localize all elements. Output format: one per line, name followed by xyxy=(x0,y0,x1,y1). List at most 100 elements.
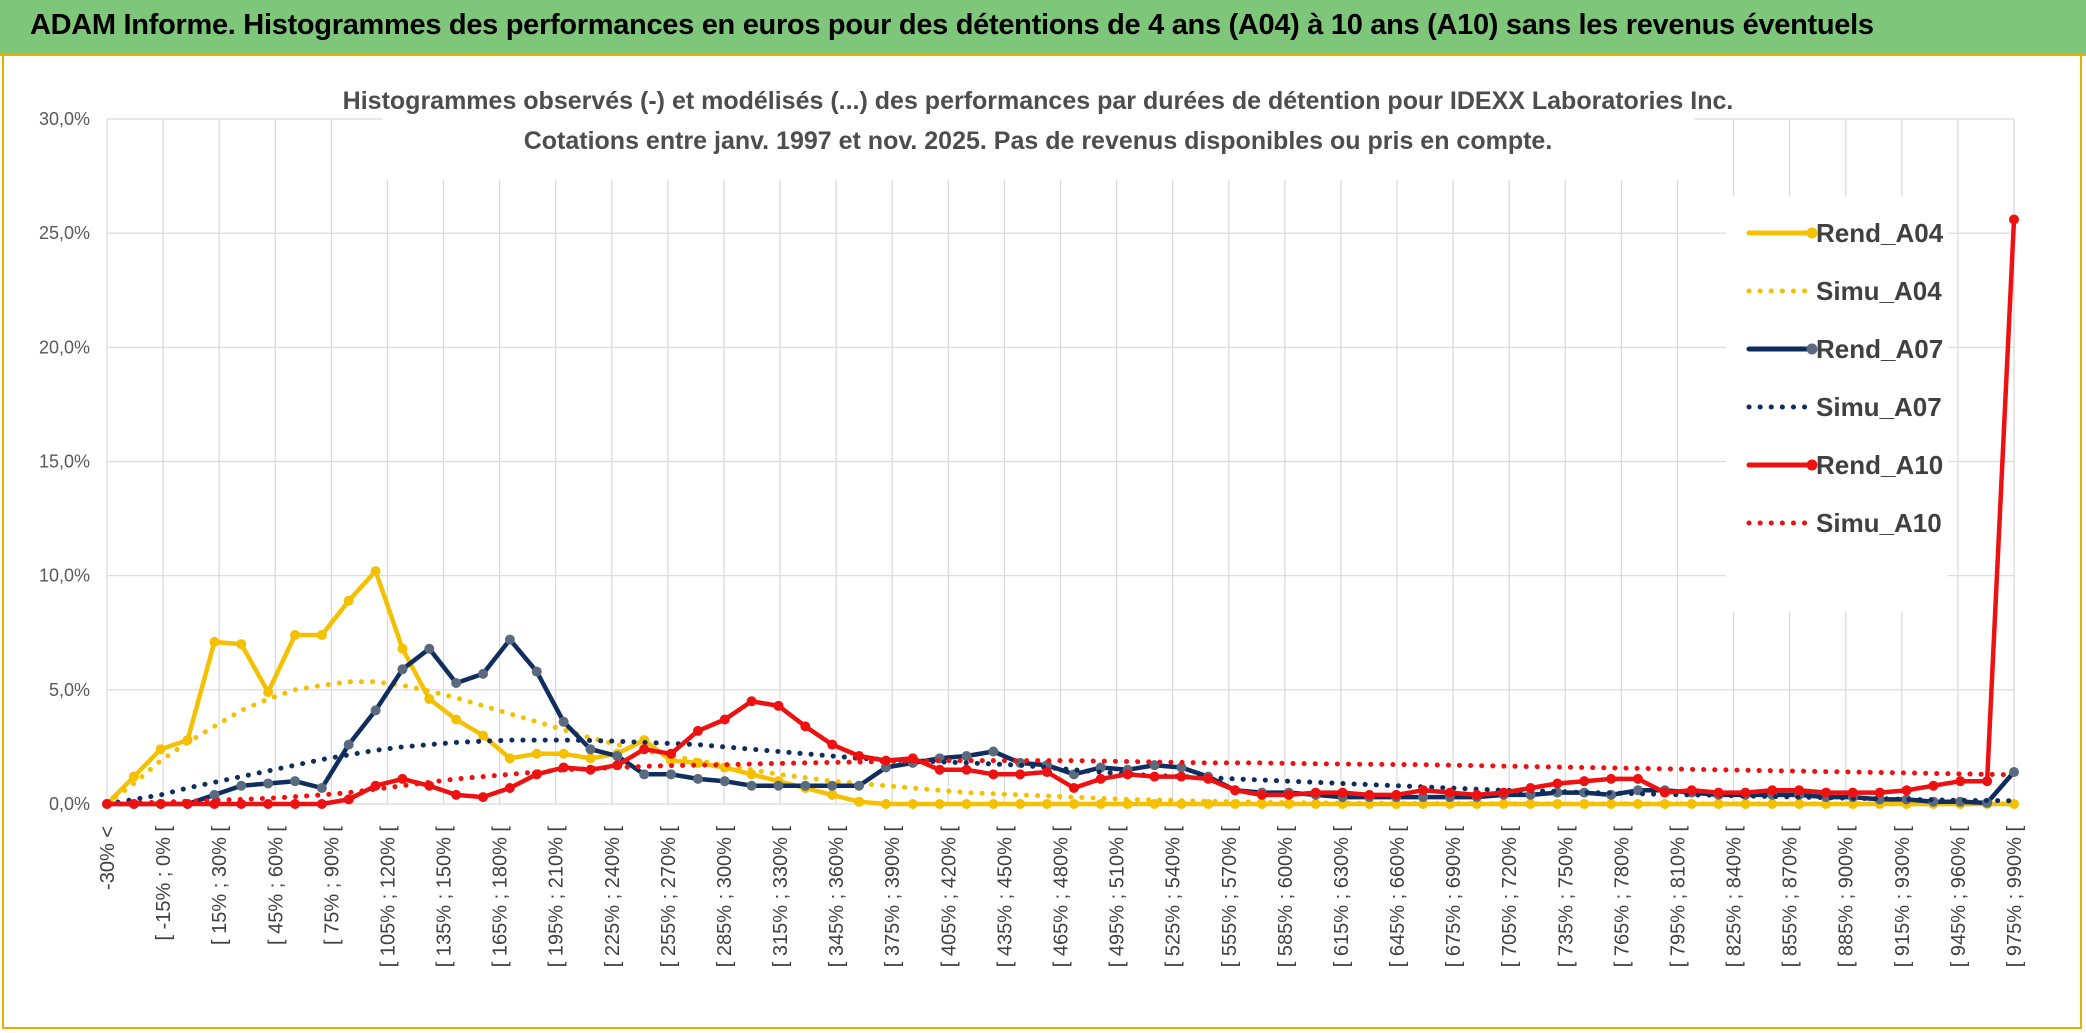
x-tick-label: [ 705% ; 720% [ xyxy=(1499,826,1521,968)
data-point-rend-a04 xyxy=(934,799,945,809)
data-point-rend-a04 xyxy=(907,799,918,809)
data-point-rend-a07 xyxy=(961,751,972,762)
data-point-rend-a10 xyxy=(854,751,865,762)
x-tick-label: [ 435% ; 450% [ xyxy=(994,826,1016,968)
data-point-rend-a10 xyxy=(1579,776,1590,787)
data-point-rend-a04 xyxy=(343,595,354,606)
data-point-rend-a04 xyxy=(1713,799,1724,809)
x-tick-label: [ 495% ; 510% [ xyxy=(1107,826,1129,968)
data-point-rend-a10 xyxy=(1982,776,1993,787)
data-point-rend-a04 xyxy=(854,796,865,807)
data-point-rend-a10 xyxy=(692,725,703,736)
data-point-rend-a10 xyxy=(1740,787,1751,798)
data-point-rend-a04 xyxy=(746,769,757,780)
data-point-rend-a10 xyxy=(1632,773,1643,784)
x-tick-label: [ 315% ; 330% [ xyxy=(770,826,792,968)
data-point-rend-a10 xyxy=(1256,789,1267,800)
x-tick-label: [ 645% ; 660% [ xyxy=(1387,826,1409,968)
data-point-rend-a07 xyxy=(773,780,784,791)
data-point-rend-a10 xyxy=(1498,787,1509,798)
data-point-rend-a10 xyxy=(1444,787,1455,798)
x-tick-label: [ 165% ; 180% [ xyxy=(490,826,512,968)
data-point-rend-a10 xyxy=(1149,771,1160,782)
legend-background xyxy=(1726,196,1948,612)
data-point-rend-a10 xyxy=(1068,783,1079,794)
data-point-rend-a07 xyxy=(746,780,757,791)
x-tick-label: -30% < xyxy=(97,826,119,890)
x-axis-ticks: -30% < [ -15% ; 0% [[ 15% ; 30% [[ 45% ; … xyxy=(97,826,2026,968)
data-point-rend-a07 xyxy=(585,744,596,755)
x-tick-label: [ 105% ; 120% [ xyxy=(377,826,399,968)
data-point-rend-a10 xyxy=(343,794,354,805)
legend-label-rend-a10: Rend_A10 xyxy=(1816,450,1943,480)
report-title: ADAM Informe. Histogrammes des performan… xyxy=(30,9,1874,41)
data-point-rend-a04 xyxy=(1525,799,1536,809)
data-point-rend-a04 xyxy=(988,799,999,809)
title-background xyxy=(382,76,1694,180)
data-point-rend-a10 xyxy=(1901,785,1912,796)
data-point-rend-a04 xyxy=(128,771,139,782)
x-tick-label: [ -15% ; 0% [ xyxy=(153,826,175,941)
data-point-rend-a10 xyxy=(1042,767,1053,778)
data-point-rend-a10 xyxy=(1713,787,1724,798)
data-point-rend-a10 xyxy=(451,789,462,800)
performance-histogram-chart: 0,0% 5,0% 10,0% 15,0% 20,0% 25,0% 30,0% -30% <… xyxy=(39,76,2026,968)
x-tick-label: [ 15% ; 30% [ xyxy=(209,826,231,945)
x-tick-label: [ 765% ; 780% [ xyxy=(1611,826,1633,968)
data-point-rend-a10 xyxy=(1122,769,1133,780)
data-point-rend-a10 xyxy=(128,799,139,809)
data-point-rend-a04 xyxy=(370,566,381,577)
data-point-rend-a10 xyxy=(1659,787,1670,798)
data-point-rend-a07 xyxy=(1149,760,1160,771)
legend-label-simu-a07: Simu_A07 xyxy=(1816,392,1942,422)
data-point-rend-a10 xyxy=(800,721,811,732)
data-point-rend-a07 xyxy=(827,780,838,791)
data-point-rend-a07 xyxy=(316,783,327,794)
data-point-rend-a07 xyxy=(719,776,730,787)
data-point-rend-a10 xyxy=(1418,785,1429,796)
series-layer xyxy=(102,214,2019,809)
x-tick-label: [ 855% ; 870% [ xyxy=(1780,826,1802,968)
x-tick-label: [ 975% ; 990% [ xyxy=(2004,826,2026,968)
data-point-rend-a04 xyxy=(290,630,301,641)
x-tick-label: [ 285% ; 300% [ xyxy=(714,826,736,968)
data-point-rend-a10 xyxy=(263,799,274,809)
series-line-simu-a10 xyxy=(104,758,2017,807)
legend-label-rend-a07: Rend_A07 xyxy=(1816,334,1943,364)
y-tick-label: 10,0% xyxy=(39,566,90,586)
data-point-rend-a10 xyxy=(1310,787,1321,798)
data-point-rend-a07 xyxy=(397,664,408,675)
x-tick-label: [ 405% ; 420% [ xyxy=(938,826,960,968)
y-tick-label: 30,0% xyxy=(39,109,90,129)
data-point-rend-a10 xyxy=(827,739,838,750)
data-point-rend-a10 xyxy=(666,748,677,759)
data-point-rend-a04 xyxy=(1015,799,1026,809)
data-point-rend-a07 xyxy=(209,789,220,800)
x-tick-label: [ 675% ; 690% [ xyxy=(1443,826,1465,968)
data-point-rend-a07 xyxy=(1418,792,1429,803)
data-point-rend-a04 xyxy=(451,714,462,725)
data-point-rend-a04 xyxy=(585,753,596,764)
data-point-rend-a07 xyxy=(692,773,703,784)
data-point-rend-a10 xyxy=(478,792,489,803)
y-axis-ticks: 0,0% 5,0% 10,0% 15,0% 20,0% 25,0% 30,0% xyxy=(39,109,90,814)
data-point-rend-a10 xyxy=(1230,785,1241,796)
x-tick-label: [ 735% ; 750% [ xyxy=(1555,826,1577,968)
series-line-simu-a04 xyxy=(104,679,2017,807)
data-point-rend-a04 xyxy=(236,639,247,650)
data-point-rend-a10 xyxy=(1471,789,1482,800)
x-tick-label: [ 945% ; 960% [ xyxy=(1948,826,1970,968)
data-point-rend-a04 xyxy=(1042,799,1053,809)
data-point-rend-a10 xyxy=(1955,776,1966,787)
y-tick-label: 5,0% xyxy=(49,680,90,700)
data-point-rend-a07 xyxy=(290,776,301,787)
data-point-rend-a04 xyxy=(1337,799,1348,809)
data-point-rend-a07 xyxy=(424,643,435,654)
chart-title: Histogrammes observés (-) et modélisés (… xyxy=(343,87,1734,115)
data-point-rend-a07 xyxy=(612,751,623,762)
data-point-rend-a04 xyxy=(478,730,489,741)
data-point-rend-a04 xyxy=(504,753,515,764)
data-point-rend-a07 xyxy=(558,716,569,727)
data-point-rend-a10 xyxy=(1391,789,1402,800)
legend: Rend_A04 Simu_A04 Rend_A07 Simu_A07 Rend_A10… xyxy=(1746,218,1944,538)
